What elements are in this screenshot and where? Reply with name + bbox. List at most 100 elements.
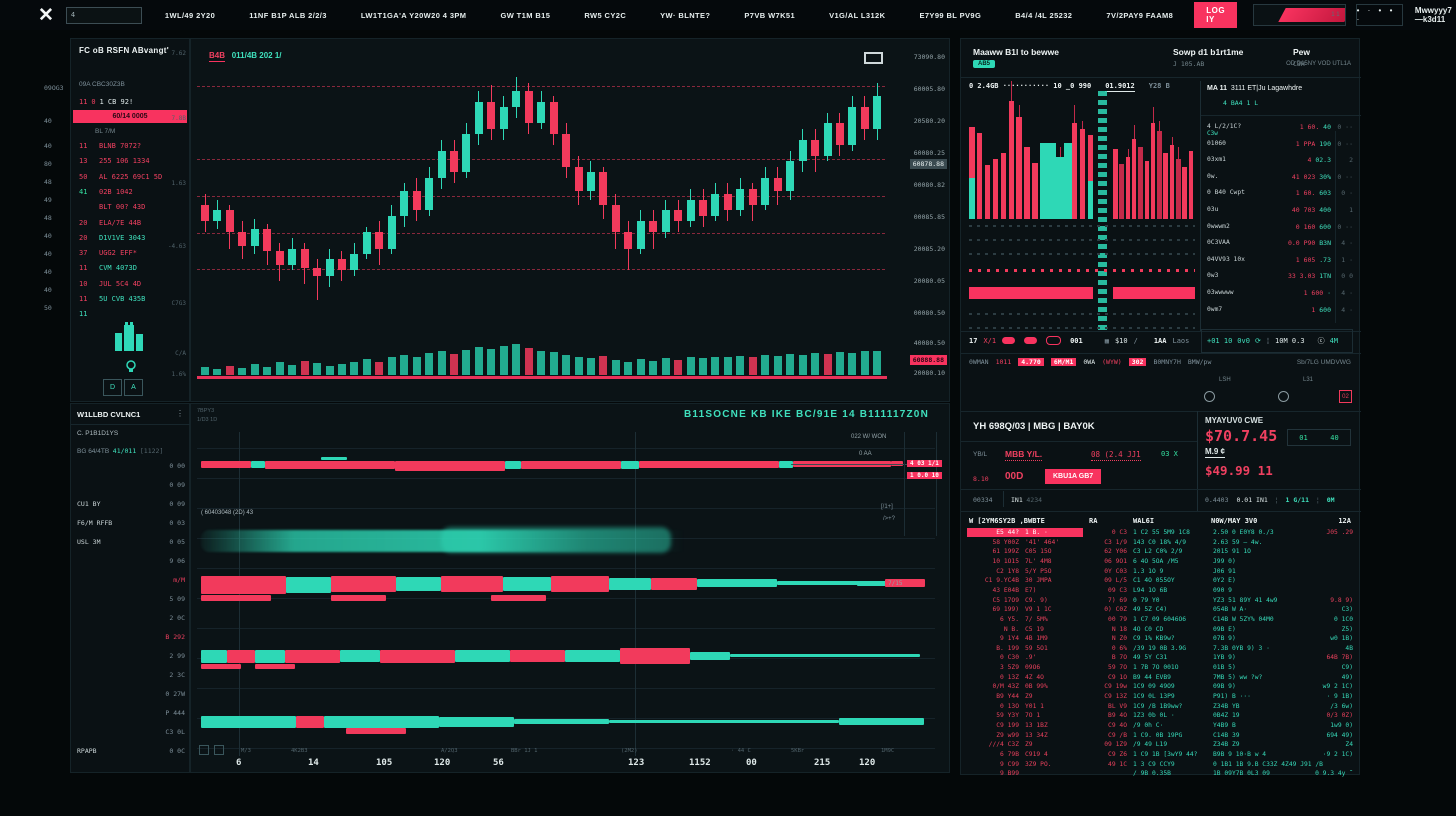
watchlist-row[interactable]: 11 0 1 CB 92! — [79, 98, 134, 106]
position-row[interactable]: 03wwwww 1 600 · 4 · — [1207, 289, 1353, 297]
nav-item[interactable]: 7V/2PAY9 FAAM8 — [1106, 10, 1174, 20]
position-row[interactable]: 0wm7 1 600 4 · — [1207, 306, 1353, 314]
position-row[interactable]: 0 B40 Cwpt 1 60. 603 0 · — [1207, 189, 1353, 197]
control-item[interactable]: Laos — [1172, 336, 1190, 345]
candlestick-chart-panel[interactable]: B4B 011/4B 202 1/ 73090.80 60005.80 20580.… — [190, 38, 950, 402]
watchlist-row[interactable]: 10 JUL 5C4 4D — [79, 280, 185, 288]
watchlist-button-1[interactable]: D — [103, 379, 122, 396]
watchlist-row[interactable]: 11 CVM 4073D — [79, 264, 185, 272]
watchlist-row[interactable]: 41 02B 1042 — [79, 188, 185, 196]
control-item[interactable]: ⓒ — [1317, 337, 1325, 345]
candle — [524, 90, 533, 124]
control-item[interactable]: $10 — [1114, 336, 1128, 345]
position-row[interactable]: 01060 1 PPA 190 0 ·· — [1207, 140, 1353, 148]
nav-item[interactable]: E7Y99 BL PV9G — [919, 10, 982, 20]
ribbon-segment — [201, 664, 241, 669]
user-label[interactable]: Mwwyyy7—k3d11 — [1414, 6, 1452, 24]
control-item[interactable]: 4M — [1329, 337, 1338, 345]
password-dots[interactable]: • · • • · — [1355, 4, 1403, 26]
position-row[interactable]: 4 L/2/1C? C3w 1 60. 40 0 ·· — [1207, 123, 1353, 137]
control-item[interactable]: 10M 0.3 — [1275, 337, 1305, 345]
bell-icon[interactable] — [124, 359, 138, 373]
control-item[interactable]: 001 — [1070, 336, 1083, 345]
watchlist-panel: FC oB RSFN ABvangt' 09A CBC30Z3B 11 0 1 … — [70, 38, 190, 402]
toggle-box-2[interactable] — [214, 745, 224, 755]
filter-badge[interactable]: (WYW) — [1102, 358, 1122, 366]
toggle-box-1[interactable] — [199, 745, 209, 755]
watchlist-row[interactable]: 11 5U CVB 435B — [79, 295, 185, 303]
watchlist-row[interactable]: 20 ELA/7E 44B — [79, 219, 185, 227]
watchlist-row[interactable]: 11 BLNB 7072? — [79, 142, 185, 150]
order-label-1[interactable]: MBB Y/L. — [1005, 449, 1043, 461]
control-item[interactable]: ¦ — [1265, 337, 1271, 345]
control-item[interactable]: X/1 — [983, 336, 997, 345]
position-row[interactable]: 0w3 33 3.03 1TN 0 0 — [1207, 272, 1353, 280]
table-cell: 7/ 5M% — [1025, 615, 1048, 623]
volume-bar — [325, 365, 334, 375]
control-item[interactable]: 1AA — [1153, 336, 1167, 345]
table-cell: 13 1BZ — [1025, 722, 1048, 729]
filter-badge[interactable]: B0MNY7H — [1153, 358, 1181, 366]
filter-badge[interactable]: BMW/pw — [1187, 358, 1212, 366]
login-button[interactable]: LOG IY — [1194, 2, 1238, 28]
control-item[interactable]: +01 10 — [1207, 337, 1233, 345]
watchlist-row[interactable]: 20 D1V1VE 3043 — [79, 234, 185, 242]
control-item[interactable]: / — [1133, 336, 1138, 345]
nav-item[interactable]: 11NF B1P ALB 2/2/3 — [249, 10, 327, 20]
nav-item[interactable]: GW T1M B15 — [500, 10, 551, 20]
position-row[interactable]: 04VV93 10x 1 605 .73 1 · — [1207, 256, 1353, 264]
table-cell: 06 9O1 — [1104, 557, 1127, 565]
position-row[interactable]: 03u 40 703 400 1 — [1207, 206, 1353, 214]
nav-item[interactable]: YW· BLNTE? — [660, 10, 711, 20]
kebab-menu-icon[interactable]: ⋮ — [176, 409, 184, 418]
volume-bar — [562, 354, 571, 375]
window-restore-icon[interactable] — [864, 52, 883, 64]
nav-item[interactable]: RW5 CY2C — [584, 10, 627, 20]
nav-item[interactable]: B4/4 /4L 25232 — [1015, 10, 1073, 20]
control-item[interactable]: 0v0 — [1237, 337, 1250, 345]
watchlist-row-selected[interactable]: 60/14 0005 — [73, 110, 187, 123]
order-button[interactable]: KBU1A GB7 — [1045, 469, 1102, 484]
filter-badge[interactable]: 0WMAN — [969, 358, 989, 366]
position-row[interactable]: 0w. 41 023 30% 0 ·· — [1207, 173, 1353, 181]
x-logo[interactable]: ✕ — [38, 4, 54, 26]
watchlist-row[interactable]: 13 255 106 1334 — [79, 157, 185, 165]
pill-indicator[interactable] — [1024, 337, 1038, 344]
pill-indicator[interactable] — [1046, 336, 1062, 345]
filter-badge[interactable]: 0WA — [1083, 358, 1096, 366]
positions-timeline-panel[interactable]: 7BPY3 1/D3 1D B11SOCNE KB IKE BC/91E 14 … — [190, 403, 950, 773]
amount-input[interactable]: IN1 4234 — [1011, 496, 1043, 504]
watchlist-row[interactable]: 37 UGG2 EFF* — [79, 249, 185, 257]
control-item[interactable]: ⟳ — [1254, 337, 1261, 345]
radio-icon-1[interactable] — [1204, 391, 1215, 402]
margin-toggle[interactable]: 0M — [1326, 496, 1335, 504]
control-item[interactable]: 17 — [969, 336, 978, 345]
nav-item[interactable]: V1G/AL L312K — [829, 10, 886, 20]
volume-profile-right[interactable] — [1113, 91, 1195, 219]
filter-badge[interactable]: 6M/M1 — [1050, 358, 1077, 366]
nav-item[interactable]: LW1T1GA'A Y20W20 4 3PM — [360, 10, 467, 20]
filter-badge[interactable]: 1011 — [995, 358, 1012, 366]
red-grid-icon[interactable]: 02 — [1339, 390, 1352, 403]
leverage-toggle[interactable]: 1 G/11 — [1285, 496, 1309, 504]
order-label-2[interactable]: 08 (2.4 JJ1 — [1091, 450, 1141, 461]
position-row[interactable]: 0C3VAA 0.0 P90 B3N 4 · — [1207, 239, 1353, 247]
position-row[interactable]: 0wwwm2 0 160 600 0 ·· — [1207, 223, 1353, 231]
watchlist-button-2[interactable]: A — [124, 379, 143, 396]
volume-profile-left[interactable] — [969, 81, 1095, 219]
watchlist-row[interactable]: 50 AL 6225 69C1 5D — [79, 173, 185, 181]
watchlist-row[interactable]: 11 — [79, 310, 185, 318]
watchlist-row[interactable]: BLT 00? 43D — [79, 203, 185, 211]
filter-badge[interactable]: 302 — [1128, 358, 1147, 366]
table-cell: w9 2 1C) — [1322, 683, 1353, 691]
pill-indicator[interactable] — [1002, 337, 1016, 344]
candle — [624, 232, 633, 249]
radio-icon-2[interactable] — [1278, 391, 1289, 402]
nav-item[interactable]: P7VB W7K51 — [744, 10, 796, 20]
control-item[interactable]: ▦ — [1104, 336, 1109, 345]
search-input[interactable] — [65, 6, 142, 24]
position-row[interactable]: 03xm1 4 02.3 2 — [1207, 156, 1353, 164]
account-box[interactable]: Mawwwwwcs 1 1 — [1253, 4, 1346, 26]
filter-badge[interactable]: 4.770 — [1018, 358, 1044, 366]
nav-item[interactable]: 1WL/49 2Y20 — [164, 10, 216, 20]
